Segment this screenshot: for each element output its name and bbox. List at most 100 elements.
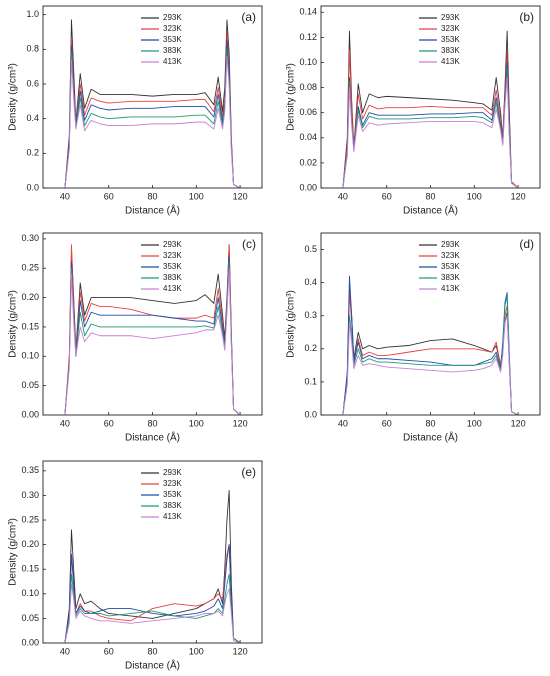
- y-tick-label: 0.3: [304, 310, 317, 320]
- x-tick-label: 120: [233, 418, 248, 428]
- x-tick-label: 80: [425, 418, 435, 428]
- series-line: [342, 315, 519, 416]
- plot-frame: [42, 460, 263, 644]
- plot-frame: [320, 232, 541, 416]
- y-tick-label: 0.08: [299, 82, 317, 92]
- legend-label: 323K: [163, 479, 182, 488]
- series-line: [342, 292, 519, 416]
- y-tick-label: 0.4: [304, 277, 317, 287]
- x-tick-label: 120: [511, 418, 526, 428]
- y-tick-label: 0.10: [21, 351, 39, 361]
- plot-frame: [42, 232, 263, 416]
- x-tick-label: 60: [104, 191, 114, 201]
- legend-label: 383K: [163, 46, 182, 55]
- y-tick-label: 0.12: [299, 32, 317, 42]
- y-tick-label: 0.0: [26, 182, 39, 192]
- y-tick-label: 0.35: [21, 465, 39, 475]
- series-line: [64, 490, 241, 644]
- y-tick-label: 0.15: [21, 564, 39, 574]
- legend-label: 353K: [163, 35, 182, 44]
- x-axis-label: Distance (Å): [403, 431, 458, 444]
- x-tick-label: 100: [189, 646, 204, 656]
- legend-label: 413K: [163, 284, 182, 293]
- legend-label: 383K: [163, 501, 182, 510]
- y-tick-label: 0.14: [299, 7, 317, 17]
- x-tick-label: 40: [338, 191, 348, 201]
- x-tick-label: 80: [147, 191, 157, 201]
- legend-label: 413K: [441, 284, 460, 293]
- series-line: [64, 544, 241, 644]
- legend-label: 413K: [163, 512, 182, 521]
- series-line: [64, 256, 241, 416]
- x-tick-label: 120: [233, 646, 248, 656]
- legend-label: 353K: [441, 35, 460, 44]
- legend-label: 353K: [163, 490, 182, 499]
- legend-label: 413K: [441, 57, 460, 66]
- legend-label: 293K: [163, 13, 182, 22]
- y-axis-label: Density (g/cm³): [8, 518, 19, 586]
- y-tick-label: 0.00: [21, 409, 39, 419]
- x-tick-label: 80: [147, 418, 157, 428]
- y-tick-label: 0.02: [299, 157, 317, 167]
- y-tick-label: 0.10: [299, 57, 317, 67]
- panel-label: (e): [241, 465, 256, 479]
- panel-label: (d): [519, 237, 534, 251]
- y-tick-label: 0.4: [26, 113, 39, 123]
- y-tick-label: 0.04: [299, 132, 317, 142]
- panel-label: (c): [242, 237, 256, 251]
- series-line: [64, 55, 241, 189]
- x-tick-label: 60: [382, 191, 392, 201]
- panel-label: (b): [519, 10, 534, 24]
- legend-label: 383K: [441, 273, 460, 282]
- legend-label: 323K: [441, 251, 460, 260]
- y-tick-label: 0.30: [21, 233, 39, 243]
- series-line: [342, 77, 519, 189]
- y-tick-label: 0.0: [304, 409, 317, 419]
- x-axis-label: Distance (Å): [403, 204, 458, 217]
- x-axis-label: Distance (Å): [125, 659, 180, 672]
- series-line: [64, 267, 241, 416]
- y-tick-label: 0.1: [304, 376, 317, 386]
- y-tick-label: 0.10: [21, 588, 39, 598]
- legend-label: 323K: [441, 24, 460, 33]
- legend-label: 413K: [163, 57, 182, 66]
- legend-label: 293K: [441, 13, 460, 22]
- x-axis-label: Distance (Å): [125, 204, 180, 217]
- y-tick-label: 0.2: [26, 148, 39, 158]
- y-tick-label: 0.00: [299, 182, 317, 192]
- x-tick-label: 100: [467, 418, 482, 428]
- y-tick-label: 0.25: [21, 514, 39, 524]
- y-tick-label: 0.20: [21, 539, 39, 549]
- x-tick-label: 40: [60, 191, 70, 201]
- plot-frame: [320, 5, 541, 189]
- x-tick-label: 100: [467, 191, 482, 201]
- x-tick-label: 60: [104, 418, 114, 428]
- series-line: [64, 19, 241, 189]
- legend-label: 293K: [441, 240, 460, 249]
- series-line: [64, 544, 241, 644]
- legend-label: 293K: [163, 240, 182, 249]
- y-tick-label: 0.8: [26, 44, 39, 54]
- legend-label: 353K: [441, 262, 460, 271]
- series-line: [342, 62, 519, 189]
- y-tick-label: 0.20: [21, 292, 39, 302]
- x-tick-label: 60: [104, 646, 114, 656]
- y-tick-label: 0.15: [21, 321, 39, 331]
- y-axis-label: Density (g/cm³): [8, 290, 19, 358]
- y-tick-label: 0.25: [21, 263, 39, 273]
- y-tick-label: 0.05: [21, 613, 39, 623]
- x-tick-label: 100: [189, 418, 204, 428]
- y-tick-label: 0.2: [304, 343, 317, 353]
- series-line: [64, 48, 241, 189]
- x-tick-label: 40: [338, 418, 348, 428]
- x-axis-label: Distance (Å): [125, 431, 180, 444]
- series-line: [64, 583, 241, 644]
- x-tick-label: 120: [511, 191, 526, 201]
- x-tick-label: 100: [189, 191, 204, 201]
- series-line: [342, 68, 519, 189]
- y-tick-label: 0.00: [21, 637, 39, 647]
- legend-label: 383K: [163, 273, 182, 282]
- y-tick-label: 0.06: [299, 107, 317, 117]
- x-tick-label: 80: [147, 646, 157, 656]
